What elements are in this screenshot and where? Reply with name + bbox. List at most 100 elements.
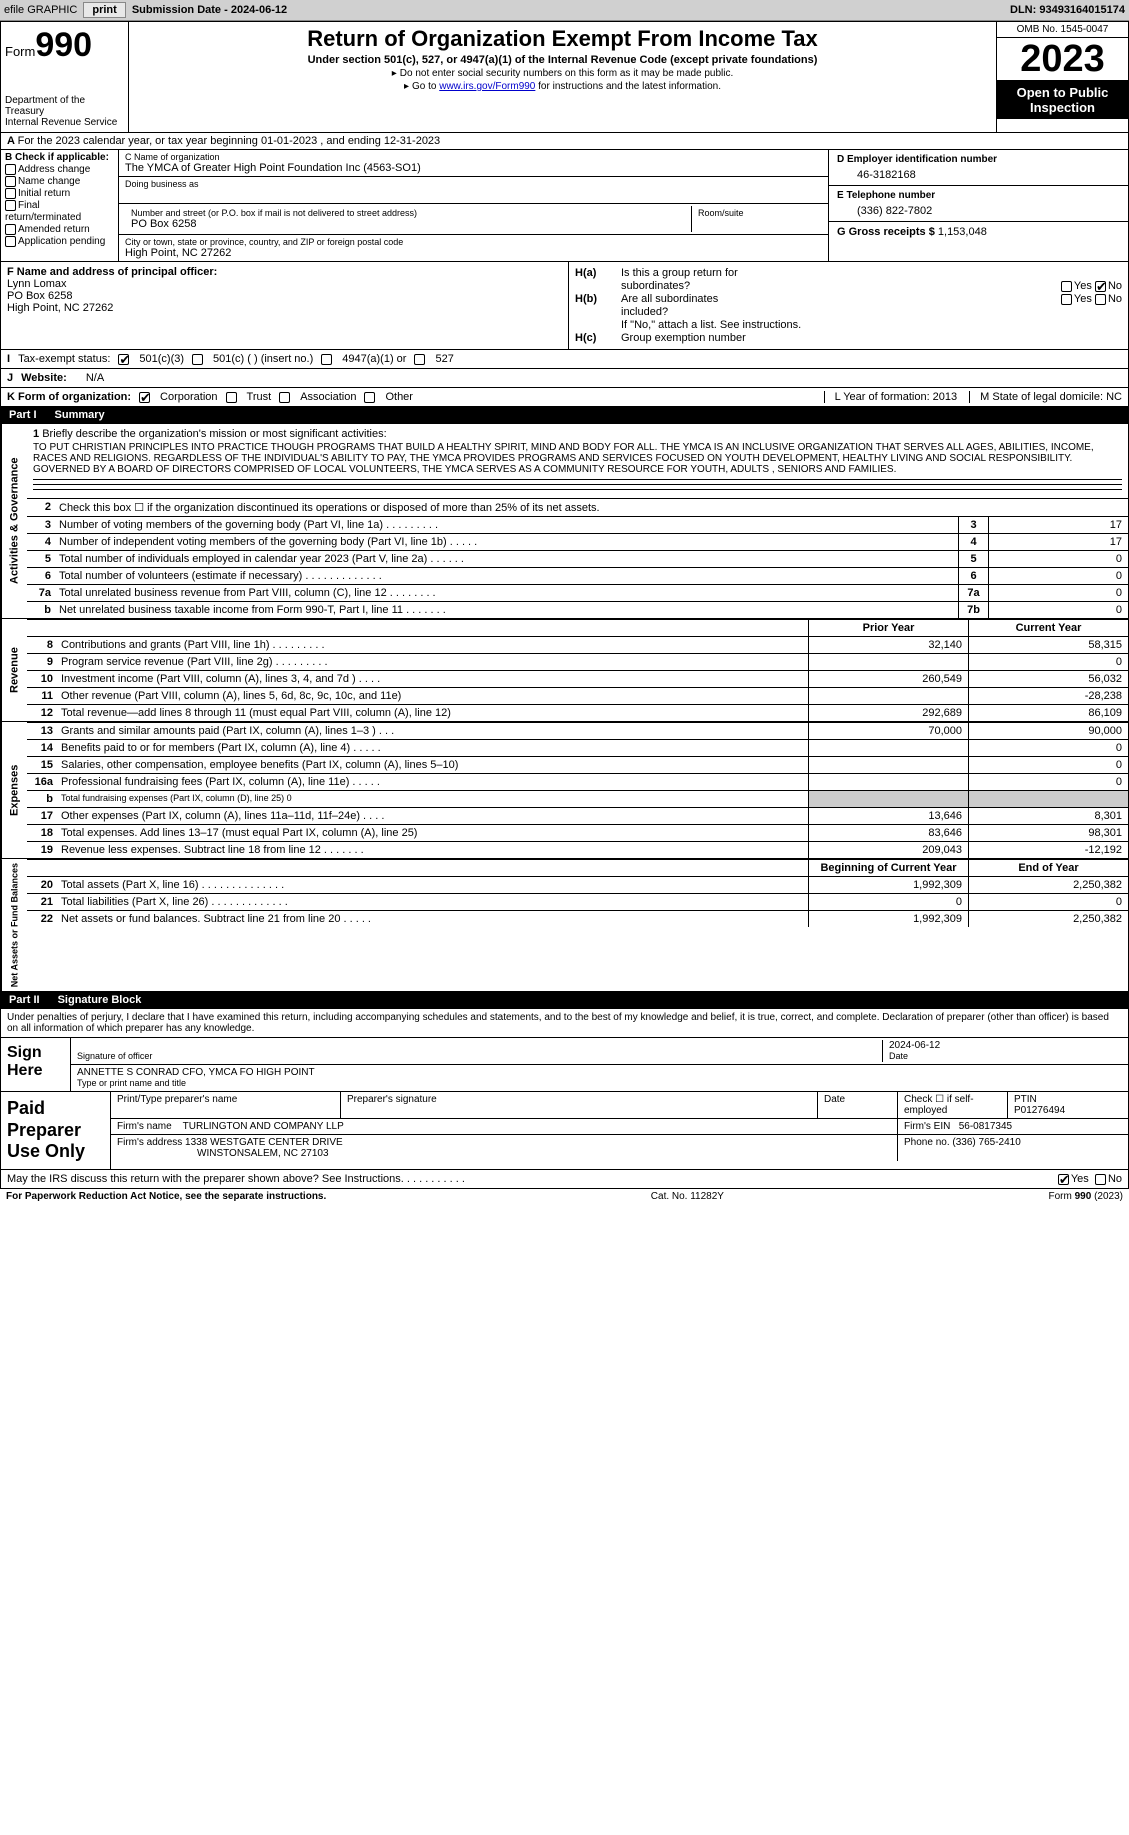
h-note-row: If "No," attach a list. See instructions… — [575, 319, 1122, 331]
firm-addr-1: 1338 WESTGATE CENTER DRIVE — [185, 1137, 343, 1148]
firm-addr-2: WINSTONSALEM, NC 27103 — [197, 1148, 329, 1159]
ha-no-cb[interactable] — [1095, 281, 1106, 292]
hb-no-cb[interactable] — [1095, 294, 1106, 305]
discuss-yes-cb[interactable] — [1058, 1174, 1069, 1185]
k-trust-cb[interactable] — [226, 392, 237, 403]
header-center: Return of Organization Exempt From Incom… — [129, 22, 996, 132]
header-left: Form990 Department of the Treasury Inter… — [1, 22, 129, 132]
print-button[interactable]: print — [83, 2, 125, 18]
sign-date: 2024-06-12 — [889, 1040, 940, 1051]
k-corp-cb[interactable] — [139, 392, 150, 403]
form-header: Form990 Department of the Treasury Inter… — [0, 21, 1129, 133]
row-n: 11 — [27, 688, 57, 704]
row-desc: Total liabilities (Part X, line 26) . . … — [57, 894, 808, 910]
row-c1 — [808, 740, 968, 756]
row-n: 3 — [27, 517, 55, 533]
rev-content: Prior Year Current Year 8Contributions a… — [27, 619, 1128, 721]
row-desc: Total unrelated business revenue from Pa… — [55, 585, 958, 601]
row-n: 12 — [27, 705, 57, 721]
cb-address[interactable]: Address change — [5, 164, 114, 175]
data-row: 14Benefits paid to or for members (Part … — [27, 739, 1128, 756]
f-lbl: F Name and address of principal officer: — [7, 266, 217, 278]
row-c1: 1,992,309 — [808, 911, 968, 927]
dept-2: Internal Revenue Service — [5, 117, 124, 128]
part2-header: Part II Signature Block — [0, 992, 1129, 1009]
e-lbl: E Telephone number — [837, 190, 1120, 201]
k-lbl: K Form of organization: — [7, 391, 131, 403]
k-assoc: Association — [300, 391, 356, 403]
h-note: If "No," attach a list. See instructions… — [621, 319, 801, 331]
exp-content: 13Grants and similar amounts paid (Part … — [27, 722, 1128, 858]
sig-of-officer-lbl: Signature of officer — [77, 1051, 152, 1061]
data-row: 22Net assets or fund balances. Subtract … — [27, 910, 1128, 927]
i-o4: 527 — [435, 353, 453, 365]
i-527-cb[interactable] — [414, 354, 425, 365]
k-other-cb[interactable] — [364, 392, 375, 403]
d-val: 46-3182168 — [837, 165, 1120, 181]
i-4947-cb[interactable] — [321, 354, 332, 365]
cb-initial[interactable]: Initial return — [5, 188, 114, 199]
row-box: 7a — [958, 585, 988, 601]
i-lbl: Tax-exempt status: — [18, 353, 110, 365]
ha-yes-cb[interactable] — [1061, 281, 1072, 292]
row-c2: 98,301 — [968, 825, 1128, 841]
paid-ptin: P01276494 — [1014, 1105, 1065, 1116]
firm-addr-cell: Firm's address 1338 WESTGATE CENTER DRIV… — [111, 1135, 898, 1161]
col-end: End of Year — [968, 860, 1128, 876]
mission-text: TO PUT CHRISTIAN PRINCIPLES INTO PRACTIC… — [33, 442, 1122, 475]
row-j: J Website: N/A — [0, 369, 1129, 388]
i-o3: 4947(a)(1) or — [342, 353, 406, 365]
row-box: 4 — [958, 534, 988, 550]
part1-title: Summary — [55, 409, 105, 421]
c-name-val: The YMCA of Greater High Point Foundatio… — [125, 162, 822, 174]
discuss-no-cb[interactable] — [1095, 1174, 1106, 1185]
row-c1: 209,043 — [808, 842, 968, 858]
row-n: 7a — [27, 585, 55, 601]
irs-link[interactable]: www.irs.gov/Form990 — [439, 81, 535, 92]
row-val: 0 — [988, 568, 1128, 584]
b-init: Initial return — [18, 188, 70, 199]
f-l3: High Point, NC 27262 — [7, 302, 113, 314]
cb-name[interactable]: Name change — [5, 176, 114, 187]
c-dba-lbl: Doing business as — [125, 179, 822, 189]
k-l: L Year of formation: 2013 — [824, 391, 958, 403]
c-dba-row: Doing business as — [119, 177, 828, 204]
row-box: 7b — [958, 602, 988, 618]
cb-amended[interactable]: Amended return — [5, 224, 114, 235]
hb-row: H(b) Are all subordinates Yes No — [575, 293, 1122, 305]
row-c1: 83,646 — [808, 825, 968, 841]
data-row: 21Total liabilities (Part X, line 26) . … — [27, 893, 1128, 910]
row-c2: -28,238 — [968, 688, 1128, 704]
officer-name: ANNETTE S CONRAD CFO, YMCA FO HIGH POINT — [77, 1067, 315, 1078]
row-desc: Salaries, other compensation, employee b… — [57, 757, 808, 773]
dept-1: Department of the Treasury — [5, 95, 124, 117]
k-assoc-cb[interactable] — [279, 392, 290, 403]
sign-body: Signature of officer 2024-06-12Date ANNE… — [71, 1038, 1128, 1091]
row-box: 5 — [958, 551, 988, 567]
row-desc: Program service revenue (Part VIII, line… — [57, 654, 808, 670]
hb-yes-cb[interactable] — [1061, 294, 1072, 305]
data-row: 19Revenue less expenses. Subtract line 1… — [27, 841, 1128, 858]
gov-row: bNet unrelated business taxable income f… — [27, 601, 1128, 618]
row-val: 0 — [988, 551, 1128, 567]
row-c2: 86,109 — [968, 705, 1128, 721]
row-n: 18 — [27, 825, 57, 841]
cb-application[interactable]: Application pending — [5, 236, 114, 247]
row-n: b — [27, 791, 57, 807]
gov-row: 5Total number of individuals employed in… — [27, 550, 1128, 567]
date-lbl: Date — [889, 1051, 908, 1061]
data-row: 20Total assets (Part X, line 16) . . . .… — [27, 876, 1128, 893]
i-501c-cb[interactable] — [192, 354, 203, 365]
i-501c3-cb[interactable] — [118, 354, 129, 365]
k-m: M State of legal domicile: NC — [969, 391, 1122, 403]
row-desc: Net assets or fund balances. Subtract li… — [57, 911, 808, 927]
g-val: 1,153,048 — [938, 226, 987, 238]
sign-r2: ANNETTE S CONRAD CFO, YMCA FO HIGH POINT… — [71, 1065, 1128, 1091]
addr-lbl: Firm's address — [117, 1137, 182, 1148]
sign-here: SignHere Signature of officer 2024-06-12… — [0, 1038, 1129, 1092]
row-n: 17 — [27, 808, 57, 824]
cb-final[interactable]: Final return/terminated — [5, 200, 114, 222]
discuss-q: May the IRS discuss this return with the… — [7, 1173, 465, 1185]
part2-num: Part II — [9, 994, 40, 1006]
b-head: B Check if applicable: — [5, 152, 109, 163]
